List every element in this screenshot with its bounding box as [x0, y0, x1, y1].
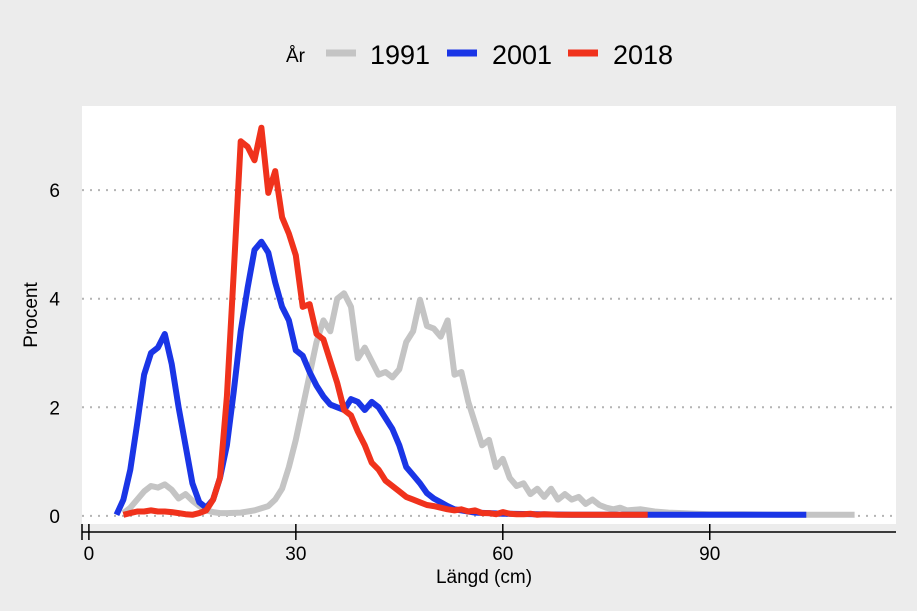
y-tick-label: 0 [49, 507, 60, 528]
series-line-1991 [121, 290, 855, 518]
legend-label-2018: 2018 [613, 40, 673, 70]
x-tick-label: 60 [492, 544, 513, 565]
y-tick-label: 2 [49, 398, 60, 419]
legend-title: År [286, 46, 306, 67]
y-axis-title: Procent [21, 282, 42, 348]
x-axis-title: Längd (cm) [436, 567, 532, 588]
series-lines [113, 124, 855, 518]
plot-panel [82, 106, 896, 524]
legend-label-2001: 2001 [492, 40, 552, 70]
y-tick-label: 6 [49, 181, 60, 202]
axes: 0 30 60 90 0 2 4 6 [49, 181, 896, 565]
y-tick-label: 4 [49, 290, 60, 311]
x-tick-label: 0 [84, 544, 95, 565]
x-tick-label: 90 [699, 544, 720, 565]
legend-label-1991: 1991 [370, 40, 430, 70]
legend: År 1991 2001 2018 [286, 40, 673, 70]
series-line-2018 [122, 124, 648, 518]
x-tick-label: 30 [285, 544, 306, 565]
